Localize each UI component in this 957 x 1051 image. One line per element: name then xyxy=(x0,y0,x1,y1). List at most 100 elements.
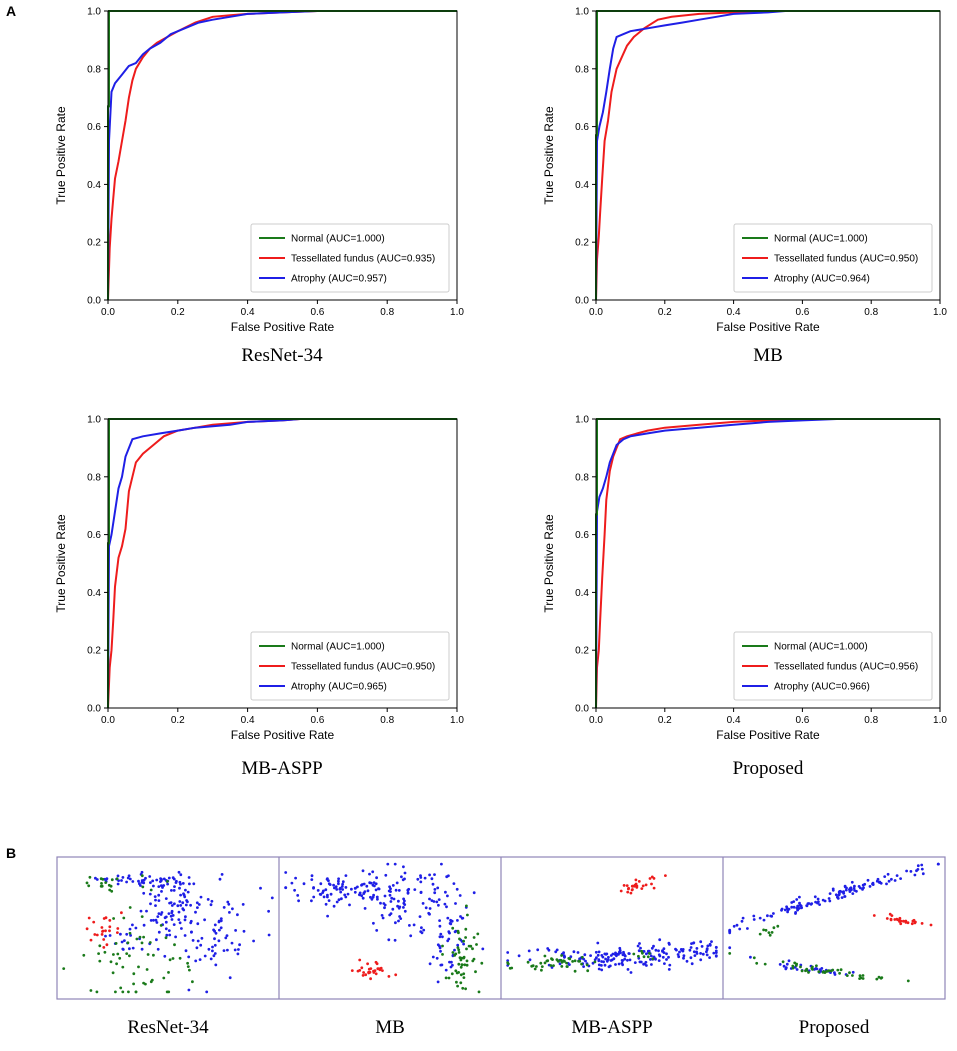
scatter-point-normal xyxy=(444,976,448,980)
scatter-point-normal xyxy=(758,932,762,936)
scatter-point-atrophy xyxy=(700,945,704,948)
scatter-point-atrophy xyxy=(156,915,160,918)
scatter-point-atrophy xyxy=(778,963,782,966)
scatter-point-atrophy xyxy=(344,874,348,877)
scatter-point-tessellated xyxy=(637,880,641,883)
scatter-point-atrophy xyxy=(190,930,193,934)
scatter-point-atrophy xyxy=(375,876,378,880)
scatter-point-normal xyxy=(104,881,108,884)
scatter-point-atrophy xyxy=(617,953,620,956)
scatter-point-normal xyxy=(762,928,765,932)
scatter-point-atrophy xyxy=(371,895,375,899)
scatter-point-normal xyxy=(546,959,550,963)
scatter-point-atrophy xyxy=(382,902,386,905)
scatter-point-atrophy xyxy=(195,946,199,950)
scatter-point-atrophy xyxy=(108,934,112,937)
y-tick-label: 0.0 xyxy=(575,296,589,307)
scatter-point-atrophy xyxy=(649,954,653,958)
scatter-point-normal xyxy=(776,924,780,928)
scatter-point-atrophy xyxy=(195,901,199,905)
scatter-point-atrophy xyxy=(506,951,510,954)
scatter-point-atrophy xyxy=(179,882,182,886)
scatter-point-atrophy xyxy=(708,956,711,959)
scatter-point-atrophy xyxy=(155,938,158,942)
scatter-point-normal xyxy=(173,943,176,947)
x-tick-label: 0.8 xyxy=(380,307,394,318)
scatter-point-tessellated xyxy=(369,977,372,981)
scatter-point-atrophy xyxy=(403,903,407,906)
scatter-point-atrophy xyxy=(554,950,558,954)
scatter-point-atrophy xyxy=(128,927,132,931)
scatter-point-atrophy xyxy=(194,959,198,963)
scatter-point-atrophy xyxy=(402,865,405,869)
legend-entry: Tessellated fundus (AUC=0.950) xyxy=(291,662,435,673)
scatter-point-normal xyxy=(549,964,553,967)
scatter-point-normal xyxy=(540,968,543,972)
scatter-point-atrophy xyxy=(205,990,209,994)
scatter-point-atrophy xyxy=(365,884,369,888)
scatter-point-atrophy xyxy=(583,953,587,957)
scatter-point-tessellated xyxy=(104,916,108,920)
scatter-point-atrophy xyxy=(178,900,182,903)
scatter-point-atrophy xyxy=(596,941,600,945)
x-tick-label: 0.2 xyxy=(171,715,185,726)
scatter-point-atrophy xyxy=(626,958,629,962)
scatter-point-normal xyxy=(508,966,512,970)
scatter-point-atrophy xyxy=(682,954,686,958)
scatter-point-atrophy xyxy=(144,876,147,880)
scatter-point-atrophy xyxy=(157,885,161,888)
scatter-point-atrophy xyxy=(834,893,838,897)
scatter-point-atrophy xyxy=(149,919,153,922)
scatter-point-normal xyxy=(475,943,478,946)
plot-frame xyxy=(595,10,941,301)
scatter-point-atrophy xyxy=(433,888,437,891)
scatter-point-atrophy xyxy=(424,906,428,910)
scatter-point-normal xyxy=(543,961,547,965)
scatter-point-atrophy xyxy=(708,943,712,947)
scatter-point-atrophy xyxy=(363,907,367,910)
scatter-point-atrophy xyxy=(164,920,168,924)
scatter-point-atrophy xyxy=(605,952,609,956)
scatter-point-atrophy xyxy=(644,960,648,964)
scatter-point-atrophy xyxy=(173,902,176,906)
scatter-point-atrophy xyxy=(420,926,423,930)
x-tick-label: 0.8 xyxy=(380,715,394,726)
scatter-point-tessellated xyxy=(633,884,637,888)
scatter-point-atrophy xyxy=(913,873,917,877)
scatter-point-normal xyxy=(186,961,190,965)
scatter-point-normal xyxy=(145,968,149,971)
scatter-point-atrophy xyxy=(321,891,325,894)
scatter-point-normal xyxy=(464,936,467,939)
legend-entry: Atrophy (AUC=0.957) xyxy=(291,274,387,285)
scatter-point-normal xyxy=(560,954,563,957)
scatter-point-normal xyxy=(472,957,476,961)
x-tick-label: 0.8 xyxy=(864,715,878,726)
scatter-point-atrophy xyxy=(337,877,340,881)
scatter-point-atrophy xyxy=(689,946,693,949)
scatter-point-atrophy xyxy=(184,915,187,919)
scatter-point-normal xyxy=(640,949,643,953)
scatter-point-atrophy xyxy=(334,885,338,889)
scatter-point-tessellated xyxy=(899,922,903,926)
scatter-point-normal xyxy=(560,965,564,968)
scatter-point-atrophy xyxy=(798,895,801,899)
scatter-point-normal xyxy=(109,960,113,964)
scatter-point-tessellated xyxy=(108,925,112,929)
scatter-point-normal xyxy=(457,951,461,954)
scatter-point-tessellated xyxy=(102,938,106,941)
scatter-point-normal xyxy=(110,878,114,882)
scatter-point-tessellated xyxy=(920,922,924,925)
scatter-point-atrophy xyxy=(607,965,611,969)
scatter-point-normal xyxy=(114,942,118,945)
scatter-point-atrophy xyxy=(418,915,422,918)
scatter-point-atrophy xyxy=(618,946,622,950)
scatter-point-atrophy xyxy=(360,883,363,887)
scatter-point-atrophy xyxy=(741,916,745,920)
scatter-point-normal xyxy=(764,928,768,932)
scatter-point-atrophy xyxy=(612,957,616,961)
scatter-point-atrophy xyxy=(645,964,648,967)
scatter-point-normal xyxy=(581,955,584,959)
scatter-point-normal xyxy=(149,980,153,984)
scatter-point-atrophy xyxy=(436,980,440,984)
x-tick-label: 0.4 xyxy=(241,715,255,726)
